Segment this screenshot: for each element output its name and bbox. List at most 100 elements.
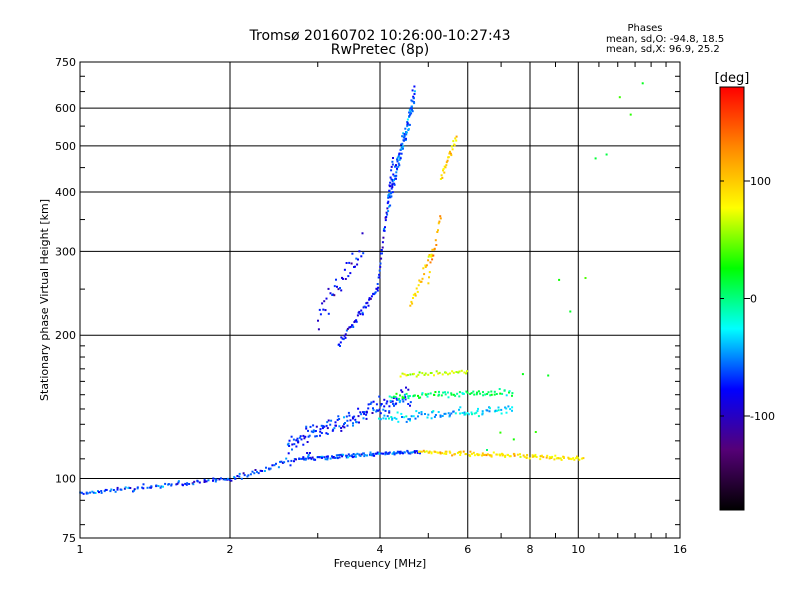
data-point	[504, 454, 507, 457]
data-point	[439, 414, 442, 417]
data-point	[351, 456, 354, 459]
data-point	[459, 450, 462, 453]
data-point	[392, 179, 395, 181]
data-point	[359, 455, 362, 457]
data-point	[388, 193, 391, 196]
data-point	[406, 118, 409, 121]
data-point	[397, 165, 400, 168]
data-point	[304, 458, 307, 461]
data-point	[383, 227, 386, 230]
data-point	[198, 481, 201, 484]
data-point	[486, 449, 488, 451]
data-point	[558, 278, 561, 281]
data-point	[407, 418, 410, 421]
data-point	[445, 164, 448, 167]
data-point	[421, 393, 424, 396]
data-point	[359, 313, 362, 316]
data-point	[425, 264, 428, 267]
data-point	[347, 275, 350, 278]
data-point	[452, 393, 455, 396]
data-point	[481, 454, 484, 457]
data-point	[314, 430, 317, 432]
data-point	[455, 371, 458, 373]
data-point	[319, 313, 322, 316]
data-point	[457, 371, 460, 374]
data-point	[406, 450, 409, 453]
data-point	[302, 457, 304, 460]
data-point	[495, 393, 498, 395]
data-point	[403, 139, 405, 142]
data-point	[366, 454, 369, 457]
data-point	[390, 195, 393, 198]
data-point	[310, 430, 313, 433]
data-point	[440, 174, 443, 177]
data-point	[218, 478, 221, 481]
data-point	[150, 485, 153, 488]
data-point	[193, 480, 196, 483]
data-point	[401, 416, 403, 418]
data-point	[413, 450, 416, 453]
data-point	[582, 457, 585, 460]
data-point	[345, 329, 348, 332]
data-point	[299, 435, 302, 438]
colorbar-ticks: 100 0 -100	[720, 175, 775, 423]
data-point	[423, 374, 426, 376]
data-point	[401, 372, 404, 375]
data-point	[410, 106, 413, 109]
data-point	[214, 478, 217, 481]
colorbar-tick-label: 100	[750, 175, 771, 188]
data-point	[415, 287, 418, 290]
data-point	[575, 457, 577, 460]
data-point	[360, 453, 363, 456]
data-point	[450, 145, 453, 148]
data-point	[296, 439, 299, 442]
data-point	[384, 453, 387, 456]
data-point	[486, 453, 489, 456]
data-point	[390, 165, 393, 168]
data-point	[406, 125, 409, 128]
data-point	[429, 261, 432, 264]
data-point	[406, 122, 409, 125]
data-point	[259, 469, 262, 472]
data-point	[407, 397, 410, 400]
data-point	[387, 210, 390, 213]
data-point	[505, 394, 508, 397]
data-point	[412, 95, 415, 98]
data-point	[379, 252, 382, 255]
y-tick-label: 600	[55, 102, 76, 115]
data-point	[423, 273, 426, 276]
data-point	[361, 313, 364, 316]
data-point	[349, 419, 352, 422]
data-point	[376, 289, 379, 292]
data-point	[228, 478, 231, 481]
stats-heading: Phases	[627, 23, 662, 34]
data-point	[398, 152, 401, 155]
data-point	[302, 434, 305, 437]
data-point	[425, 450, 428, 453]
data-point	[465, 372, 467, 375]
data-point	[505, 411, 508, 414]
data-point	[460, 369, 463, 372]
data-point	[511, 394, 513, 397]
data-point	[570, 458, 573, 461]
data-point	[439, 452, 442, 455]
data-point	[451, 454, 454, 457]
data-point	[416, 451, 419, 454]
data-point	[302, 443, 305, 446]
data-point	[430, 255, 433, 258]
data-point	[363, 455, 366, 458]
data-point	[386, 213, 389, 216]
data-point	[548, 456, 551, 459]
data-point	[479, 392, 482, 395]
data-point	[351, 416, 354, 419]
data-point	[497, 406, 500, 409]
data-point	[363, 412, 366, 415]
data-point	[473, 412, 476, 415]
grid	[80, 62, 680, 538]
data-point	[458, 395, 461, 398]
data-point	[343, 416, 345, 419]
data-point	[142, 487, 145, 490]
data-point	[378, 273, 381, 276]
data-point	[439, 217, 442, 220]
data-point	[344, 422, 346, 424]
